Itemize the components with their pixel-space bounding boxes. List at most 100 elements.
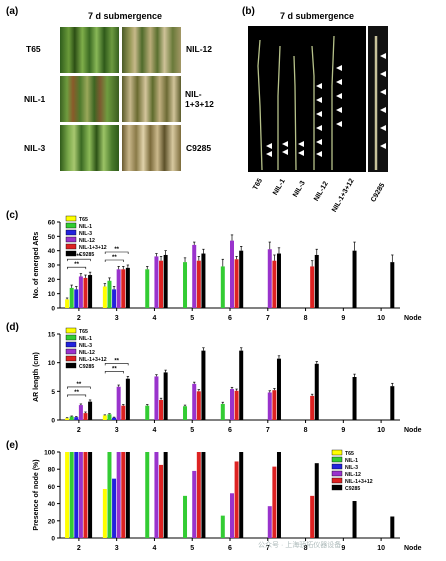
y-tick-label: 10 [48, 291, 56, 298]
legend-swatch [65, 222, 77, 229]
bar [102, 488, 107, 538]
bar [154, 452, 159, 538]
panel-a-title: 7 d submergence [87, 11, 163, 21]
bar [83, 413, 88, 420]
bar [314, 254, 319, 308]
bar [352, 377, 357, 420]
bar [234, 461, 239, 538]
chart-d: (d) 0 5 10 15 AR length (cm) 2 3 4 5 6 7 8 9 10 Node ** *… [6, 322, 422, 434]
bar [314, 463, 319, 538]
bar [230, 240, 234, 308]
y-tick-label: 10 [48, 360, 56, 367]
bar [220, 403, 225, 420]
photo-t65 [60, 27, 119, 73]
panel-letter: (e) [6, 440, 18, 451]
significance-bracket [104, 251, 129, 254]
y-tick-label: 100 [44, 450, 55, 457]
bar [276, 253, 281, 308]
y-tick-label: 0 [51, 418, 55, 425]
seedling-label-nil-1-3-12: NIL-1+3+12 [331, 177, 356, 214]
x-tick-label: 10 [377, 315, 385, 322]
bar [78, 276, 83, 308]
bar [125, 378, 130, 420]
legend-swatch [331, 470, 343, 477]
y-tick-label: 20 [48, 518, 56, 525]
chart-e: (e) 0 20 40 60 80 100 Presence of node (%) 2 3 4 5 6… [6, 440, 422, 552]
bar [314, 363, 319, 420]
bar [310, 395, 315, 420]
seedlings-drawing [257, 35, 342, 171]
bar [107, 280, 112, 308]
legend-swatch [331, 477, 343, 484]
significance-bracket [67, 394, 87, 397]
legend-label: NIL-1 [345, 458, 358, 464]
seedling-label-nil-3: NIL-3 [292, 179, 307, 199]
legend-label: NIL-3 [345, 465, 358, 471]
bar [116, 452, 121, 538]
panel-a-letter: (a) [6, 6, 19, 17]
bar [201, 452, 206, 538]
significance-bracket [67, 386, 91, 389]
legend-swatch [65, 355, 77, 362]
significance-bracket [67, 258, 91, 262]
bar [159, 260, 164, 308]
bar [65, 418, 70, 420]
seedling-label-nil-12: NIL-12 [313, 180, 330, 203]
bar [159, 464, 164, 538]
bar [192, 470, 197, 538]
significance-label: ** [112, 366, 117, 372]
x-tick-label: 3 [115, 545, 119, 552]
bar [352, 501, 357, 538]
x-tick-label: 9 [341, 315, 345, 322]
bar [74, 452, 79, 538]
significance-bracket [104, 363, 129, 366]
bar [154, 256, 159, 308]
x-tick-label: 6 [228, 545, 232, 552]
x-tick-label: 7 [266, 545, 270, 552]
bar [239, 452, 244, 538]
y-tick-label: 50 [48, 234, 56, 241]
bar [390, 262, 395, 308]
x-tick-label: 7 [266, 427, 270, 434]
y-tick-label: 60 [48, 484, 56, 491]
significance-label: ** [74, 390, 79, 396]
legend-label: NIL-1 [79, 336, 92, 342]
bar [234, 390, 239, 420]
bar [163, 372, 168, 420]
x-tick-label: 5 [190, 545, 194, 552]
panel-letter: (c) [6, 210, 18, 221]
bar [163, 452, 168, 538]
x-tick-label: 2 [77, 545, 81, 552]
bar [159, 399, 164, 420]
significance-label: ** [114, 358, 119, 364]
bar [276, 358, 281, 420]
y-tick-label: 60 [48, 220, 56, 227]
x-tick-label: 10 [377, 427, 385, 434]
bar [107, 414, 112, 420]
bar [74, 289, 79, 308]
legend-label: NIL-1+3+12 [79, 357, 107, 363]
legend-swatch [331, 449, 343, 456]
y-tick-label: 40 [48, 501, 56, 508]
y-tick-label: 0 [51, 536, 55, 543]
significance-label: ** [74, 262, 79, 268]
legend-label: NIL-12 [345, 472, 361, 478]
legend-label: NIL-1+3+12 [79, 245, 107, 251]
x-tick-label: 9 [341, 427, 345, 434]
x-tick-label: 10 [377, 545, 385, 552]
x-tick-label: 5 [190, 427, 194, 434]
bar [276, 452, 281, 538]
photo-nil-3 [60, 125, 119, 171]
legend-label: NIL-12 [79, 350, 95, 356]
bar [69, 287, 74, 308]
bar [121, 405, 126, 420]
bar [74, 417, 79, 420]
bar [310, 266, 315, 308]
bar [83, 277, 88, 308]
bar [192, 244, 197, 308]
bar [107, 452, 112, 538]
significance-bracket [67, 266, 87, 270]
bar [196, 452, 201, 538]
y-tick-label: 15 [48, 332, 56, 339]
bar [88, 275, 93, 308]
